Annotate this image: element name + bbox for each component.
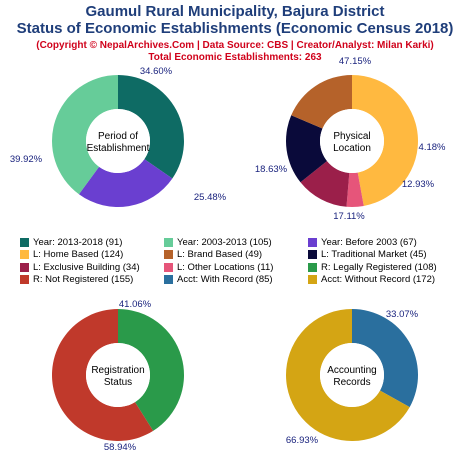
legend-swatch	[20, 238, 29, 247]
donut-slice	[346, 172, 364, 208]
legend-label: L: Other Locations (11)	[177, 261, 274, 273]
legend-swatch	[164, 250, 173, 260]
donut-center-label: Registration	[91, 365, 144, 376]
legend-label: L: Traditional Market (45)	[321, 249, 427, 261]
total-establishments: Total Economic Establishments: 263	[148, 52, 322, 63]
legend-swatch	[308, 262, 317, 272]
legend-swatch	[20, 274, 29, 284]
donut-center-label: Records	[333, 377, 370, 388]
slice-percent-label: 4.18%	[419, 142, 446, 153]
donut-center-label: Accounting	[327, 365, 376, 376]
donut-slice	[286, 309, 410, 442]
donut-hole	[320, 109, 384, 173]
donut-slice	[118, 309, 184, 431]
slice-percent-label: 33.07%	[386, 309, 419, 320]
donut-slice	[300, 160, 350, 207]
legend-swatch	[308, 274, 317, 284]
slice-percent-label: 41.06%	[119, 299, 152, 310]
slice-percent-label: 66.93%	[286, 435, 319, 446]
legend-label: Acct: With Record (85)	[177, 273, 273, 285]
legend-swatch	[164, 274, 173, 284]
donut-slice	[78, 159, 173, 208]
slice-percent-label: 39.92%	[10, 154, 43, 165]
legend-swatch	[164, 238, 173, 247]
legend-label: L: Exclusive Building (34)	[33, 261, 140, 273]
donut-slice	[352, 309, 418, 408]
donut-slice	[352, 75, 419, 206]
legend-swatch	[308, 238, 317, 247]
legend-label: Year: 2003-2013 (105)	[177, 237, 272, 248]
slice-percent-label: 47.15%	[339, 56, 372, 67]
donut-center-label: Establishment	[87, 143, 150, 154]
donut-center-label: Status	[104, 377, 132, 388]
donut-slice	[285, 115, 328, 183]
legend-label: Acct: Without Record (172)	[321, 273, 436, 285]
slice-percent-label: 18.63%	[255, 164, 288, 175]
legend-swatch	[20, 250, 29, 260]
donut-slice	[51, 309, 154, 442]
donut-slice	[52, 75, 118, 195]
legend-label: L: Home Based (124)	[33, 249, 124, 261]
legend-swatch	[308, 250, 317, 260]
donut-slice	[291, 75, 352, 129]
donut-hole	[86, 109, 150, 173]
legend-swatch	[164, 262, 173, 272]
slice-percent-label: 58.94%	[104, 442, 137, 453]
legend-swatch	[20, 262, 29, 272]
donut-center-label: Location	[333, 143, 371, 154]
legend-label: R: Not Registered (155)	[33, 273, 134, 285]
legend-label: L: Brand Based (49)	[177, 249, 263, 261]
slice-percent-label: 12.93%	[402, 179, 435, 190]
legend-label: Year: Before 2003 (67)	[321, 237, 417, 248]
donut-hole	[86, 343, 150, 407]
slice-percent-label: 25.48%	[194, 192, 227, 203]
donut-slice	[118, 75, 185, 179]
slice-percent-label: 17.11%	[333, 211, 365, 222]
chart-title-line2: Status of Economic Establishments (Econo…	[16, 20, 454, 37]
slice-percent-label: 34.60%	[140, 66, 173, 77]
chart-title-line1: Gaumul Rural Municipality, Bajura Distri…	[85, 3, 385, 20]
donut-center-label: Period of	[98, 131, 138, 142]
legend-label: Year: 2013-2018 (91)	[33, 237, 123, 248]
donut-center-label: Physical	[333, 131, 370, 142]
copyright-line: (Copyright © NepalArchives.Com | Data So…	[36, 40, 434, 51]
legend-label: R: Legally Registered (108)	[321, 261, 437, 273]
donut-hole	[320, 343, 384, 407]
